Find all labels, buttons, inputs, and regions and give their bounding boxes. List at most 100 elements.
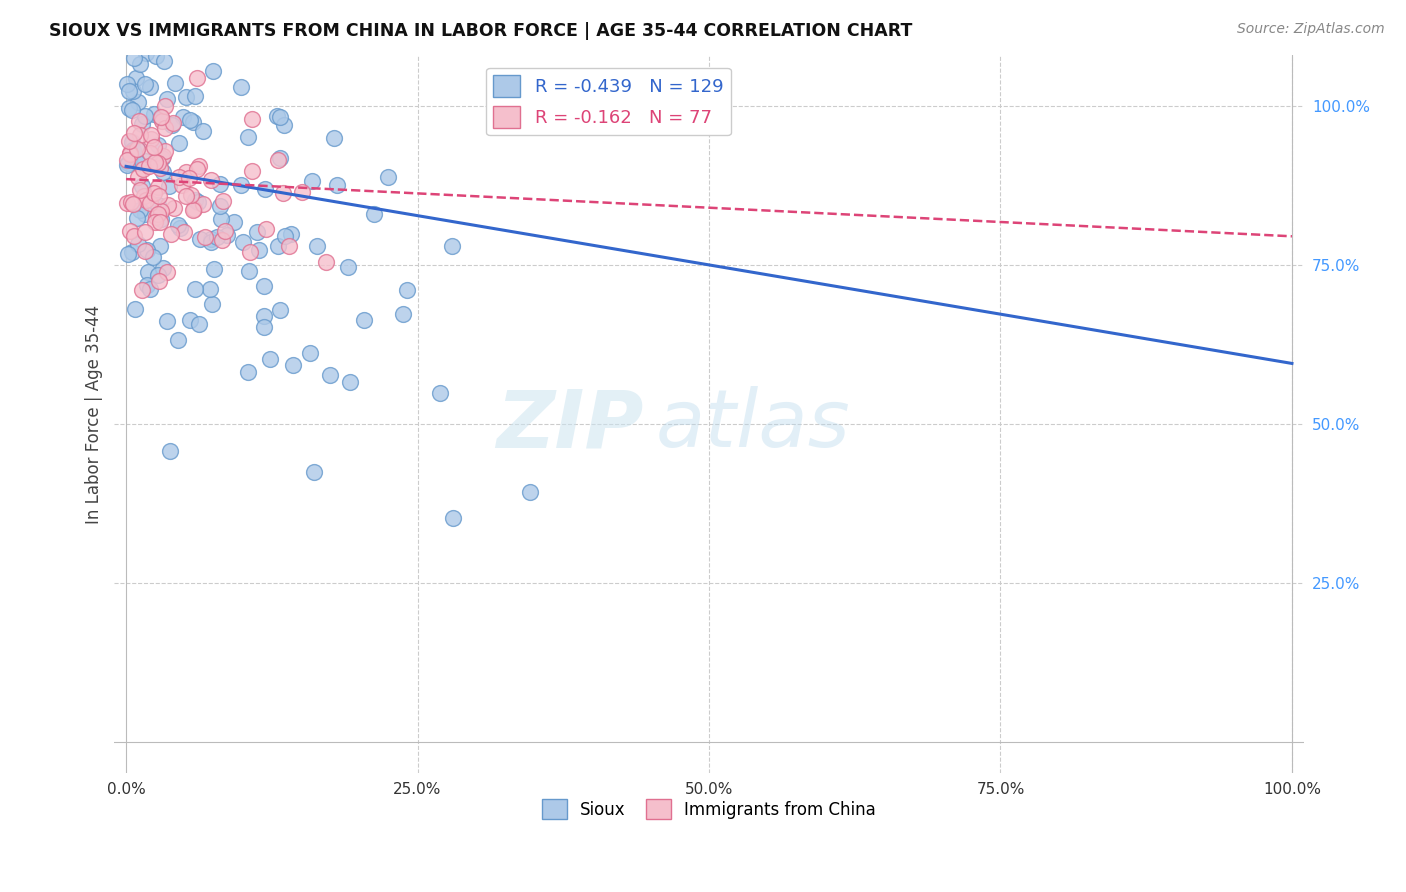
Point <box>122 84 145 98</box>
Point <box>149 161 172 175</box>
Point <box>440 239 463 253</box>
Point <box>117 247 139 261</box>
Point <box>127 237 149 252</box>
Point <box>519 484 541 499</box>
Point <box>326 178 349 192</box>
Point <box>222 215 245 229</box>
Point <box>273 186 295 201</box>
Point <box>274 229 297 244</box>
Point <box>302 465 325 479</box>
Point <box>139 80 162 95</box>
Point <box>115 77 138 91</box>
Point <box>186 70 208 85</box>
Point <box>209 211 232 226</box>
Point <box>139 195 162 210</box>
Point <box>269 110 291 124</box>
Point <box>201 297 224 311</box>
Point <box>253 309 276 323</box>
Point <box>150 151 173 165</box>
Point <box>232 235 254 249</box>
Text: atlas: atlas <box>655 386 851 464</box>
Point <box>131 283 153 297</box>
Point <box>162 115 184 129</box>
Point <box>117 153 139 167</box>
Point <box>209 199 232 213</box>
Point <box>156 265 179 279</box>
Point <box>191 196 214 211</box>
Y-axis label: In Labor Force | Age 35-44: In Labor Force | Age 35-44 <box>86 305 103 524</box>
Point <box>180 188 202 202</box>
Point <box>146 180 169 194</box>
Point <box>122 126 145 140</box>
Point <box>149 2 172 16</box>
Point <box>152 114 174 128</box>
Point <box>148 138 170 153</box>
Point <box>363 207 385 221</box>
Point <box>125 142 148 156</box>
Point <box>253 320 276 334</box>
Point <box>194 230 217 244</box>
Point <box>134 77 156 91</box>
Point <box>174 165 197 179</box>
Point <box>337 260 360 274</box>
Point <box>152 54 174 69</box>
Point <box>122 228 145 243</box>
Point <box>240 112 263 126</box>
Point <box>127 156 149 170</box>
Point <box>236 130 259 145</box>
Point <box>174 90 197 104</box>
Point <box>176 188 198 202</box>
Point <box>150 203 173 218</box>
Point <box>120 194 142 209</box>
Point <box>153 121 176 136</box>
Point <box>238 264 260 278</box>
Point <box>188 318 211 332</box>
Point <box>132 162 155 177</box>
Point <box>256 222 278 236</box>
Point <box>135 243 157 257</box>
Point <box>118 146 141 161</box>
Point <box>146 156 169 170</box>
Point <box>135 193 157 207</box>
Point <box>149 215 172 229</box>
Point <box>127 170 149 185</box>
Point <box>156 93 179 107</box>
Point <box>121 135 143 149</box>
Point <box>128 114 150 128</box>
Point <box>143 140 166 154</box>
Point <box>325 21 347 36</box>
Point <box>118 102 141 116</box>
Point <box>152 165 174 179</box>
Point <box>132 24 155 38</box>
Point <box>139 128 162 142</box>
Point <box>115 158 138 172</box>
Point <box>298 346 321 360</box>
Point <box>143 155 166 169</box>
Point <box>120 224 142 238</box>
Point <box>177 170 200 185</box>
Point <box>124 71 146 86</box>
Point <box>129 203 152 218</box>
Point <box>146 268 169 282</box>
Point <box>441 511 464 525</box>
Point <box>149 239 172 253</box>
Point <box>122 51 145 65</box>
Point <box>148 207 170 221</box>
Point <box>249 244 271 258</box>
Point <box>280 227 302 241</box>
Point <box>269 151 291 165</box>
Point <box>134 109 156 123</box>
Point <box>134 153 156 168</box>
Point <box>143 186 166 200</box>
Point <box>291 185 314 199</box>
Point <box>188 232 211 246</box>
Point <box>217 228 239 243</box>
Text: Source: ZipAtlas.com: Source: ZipAtlas.com <box>1237 22 1385 37</box>
Point <box>187 159 209 173</box>
Point <box>211 194 233 208</box>
Point <box>117 156 139 170</box>
Point <box>118 145 141 160</box>
Point <box>208 178 231 192</box>
Point <box>301 173 323 187</box>
Point <box>181 15 204 29</box>
